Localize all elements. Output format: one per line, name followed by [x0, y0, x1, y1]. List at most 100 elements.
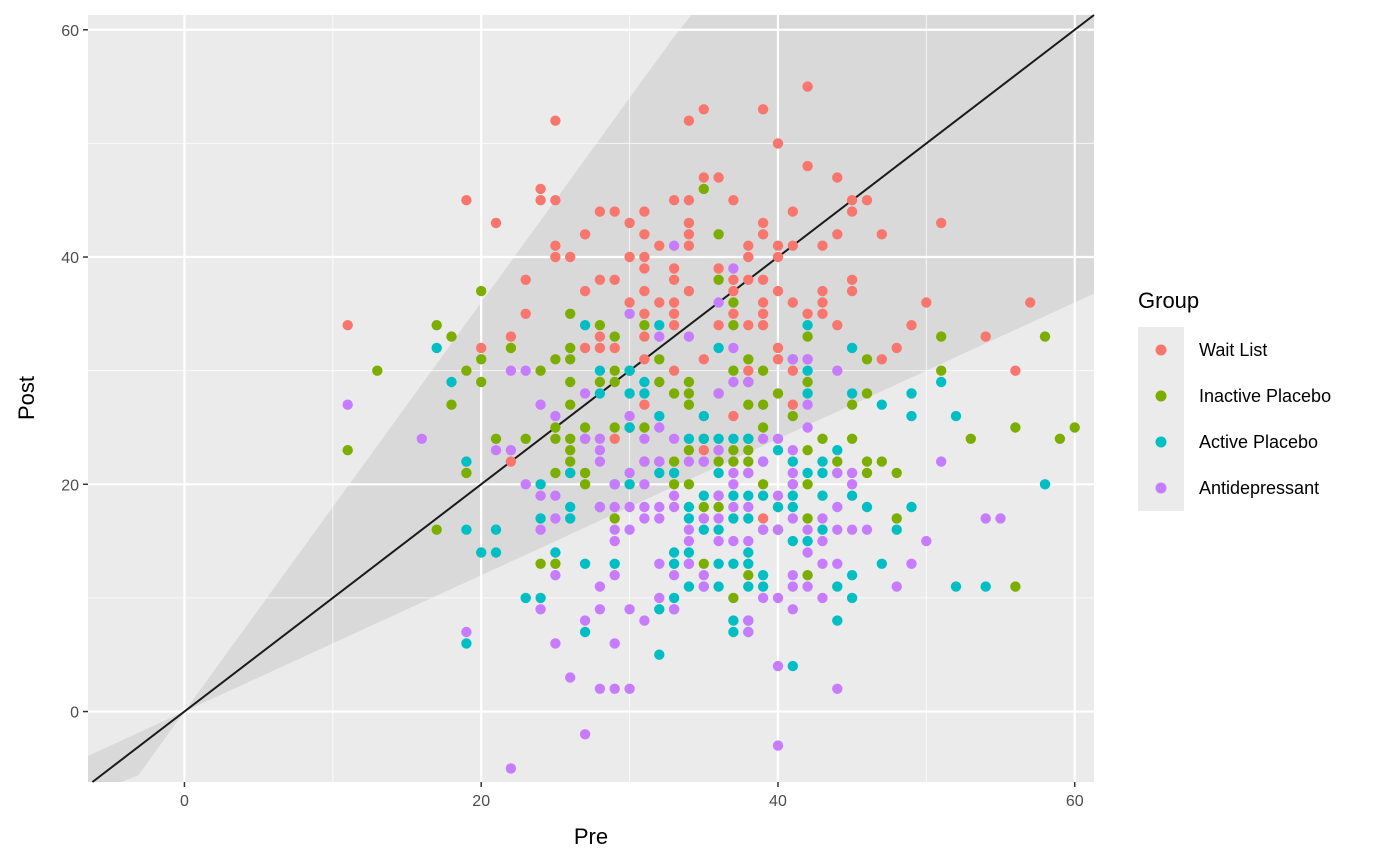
data-point [921, 297, 932, 308]
legend-key-background [1138, 327, 1184, 511]
data-point [743, 490, 754, 501]
data-point [683, 433, 695, 444]
data-point [713, 229, 724, 240]
data-point [713, 467, 724, 479]
data-point [579, 729, 591, 740]
data-point [817, 513, 828, 524]
data-point [891, 513, 902, 524]
data-point [505, 456, 517, 467]
data-point [728, 285, 739, 297]
data-point [668, 433, 680, 444]
data-point [639, 615, 650, 626]
data-point [698, 456, 709, 467]
data-point [861, 354, 873, 365]
legend-label: Wait List [1199, 340, 1267, 360]
data-point [698, 433, 709, 444]
data-point [728, 433, 739, 444]
x-axis-title: Pre [574, 824, 608, 849]
data-point [683, 581, 695, 592]
data-point [757, 524, 769, 535]
data-point [520, 308, 531, 319]
data-point [713, 581, 724, 592]
data-point [579, 467, 591, 479]
data-point [861, 467, 873, 479]
data-point [683, 115, 695, 126]
data-point [609, 638, 620, 649]
data-point [490, 217, 502, 229]
data-point [668, 195, 680, 206]
data-point [490, 433, 502, 444]
data-point [950, 410, 962, 422]
data-point [743, 535, 754, 547]
data-point [846, 467, 858, 479]
data-point [476, 342, 487, 354]
data-point [906, 410, 917, 422]
data-point [609, 558, 620, 569]
data-point [728, 479, 739, 490]
data-point [624, 604, 635, 615]
data-point [713, 433, 724, 444]
data-point [594, 376, 606, 388]
data-point [594, 433, 606, 444]
data-point [594, 683, 606, 694]
data-point [698, 354, 709, 365]
data-point [728, 592, 739, 604]
data-point [802, 160, 813, 172]
data-point [505, 763, 517, 774]
data-point [668, 558, 680, 569]
legend-items: Wait List Inactive Placebo Active Placebo A… [1138, 327, 1331, 511]
data-point [550, 513, 561, 524]
data-point [743, 615, 754, 626]
data-point [861, 456, 873, 467]
data-point [654, 376, 665, 388]
legend: Group Wait List Inactive Placebo Active Pl… [1138, 288, 1331, 511]
data-point [713, 320, 724, 331]
data-point [817, 592, 828, 604]
data-point [832, 683, 843, 694]
data-point [743, 320, 754, 331]
data-point [535, 399, 546, 410]
data-point [698, 410, 709, 422]
data-point [891, 342, 902, 354]
data-point [654, 592, 665, 604]
data-point [520, 274, 531, 285]
data-point [817, 535, 828, 547]
data-point [683, 456, 695, 467]
data-point [668, 297, 680, 308]
y-tick-label: 0 [70, 705, 79, 722]
data-point [757, 581, 769, 592]
data-point [713, 456, 724, 467]
data-point [743, 365, 754, 376]
data-point [728, 320, 739, 331]
data-point [565, 308, 576, 319]
data-point [535, 558, 546, 569]
data-point [832, 365, 843, 376]
data-point [846, 274, 858, 285]
data-point [550, 570, 561, 581]
data-point [936, 376, 947, 388]
data-point [713, 172, 724, 183]
data-point [683, 285, 695, 297]
data-point [609, 513, 620, 524]
data-point [876, 354, 887, 365]
data-point [565, 467, 576, 479]
data-point [490, 547, 502, 558]
data-point [832, 524, 843, 535]
data-point [594, 388, 606, 399]
data-point [624, 683, 635, 694]
x-tick-label: 40 [769, 793, 787, 810]
data-point [624, 388, 635, 399]
data-point [698, 183, 709, 195]
data-point [728, 308, 739, 319]
data-point [654, 331, 665, 342]
data-point [654, 410, 665, 422]
data-point [891, 581, 902, 592]
data-point [713, 388, 724, 399]
data-point [431, 342, 442, 354]
data-point [772, 342, 784, 354]
data-point [861, 501, 873, 513]
data-point [609, 501, 620, 513]
data-point [550, 638, 561, 649]
data-point [579, 615, 591, 626]
